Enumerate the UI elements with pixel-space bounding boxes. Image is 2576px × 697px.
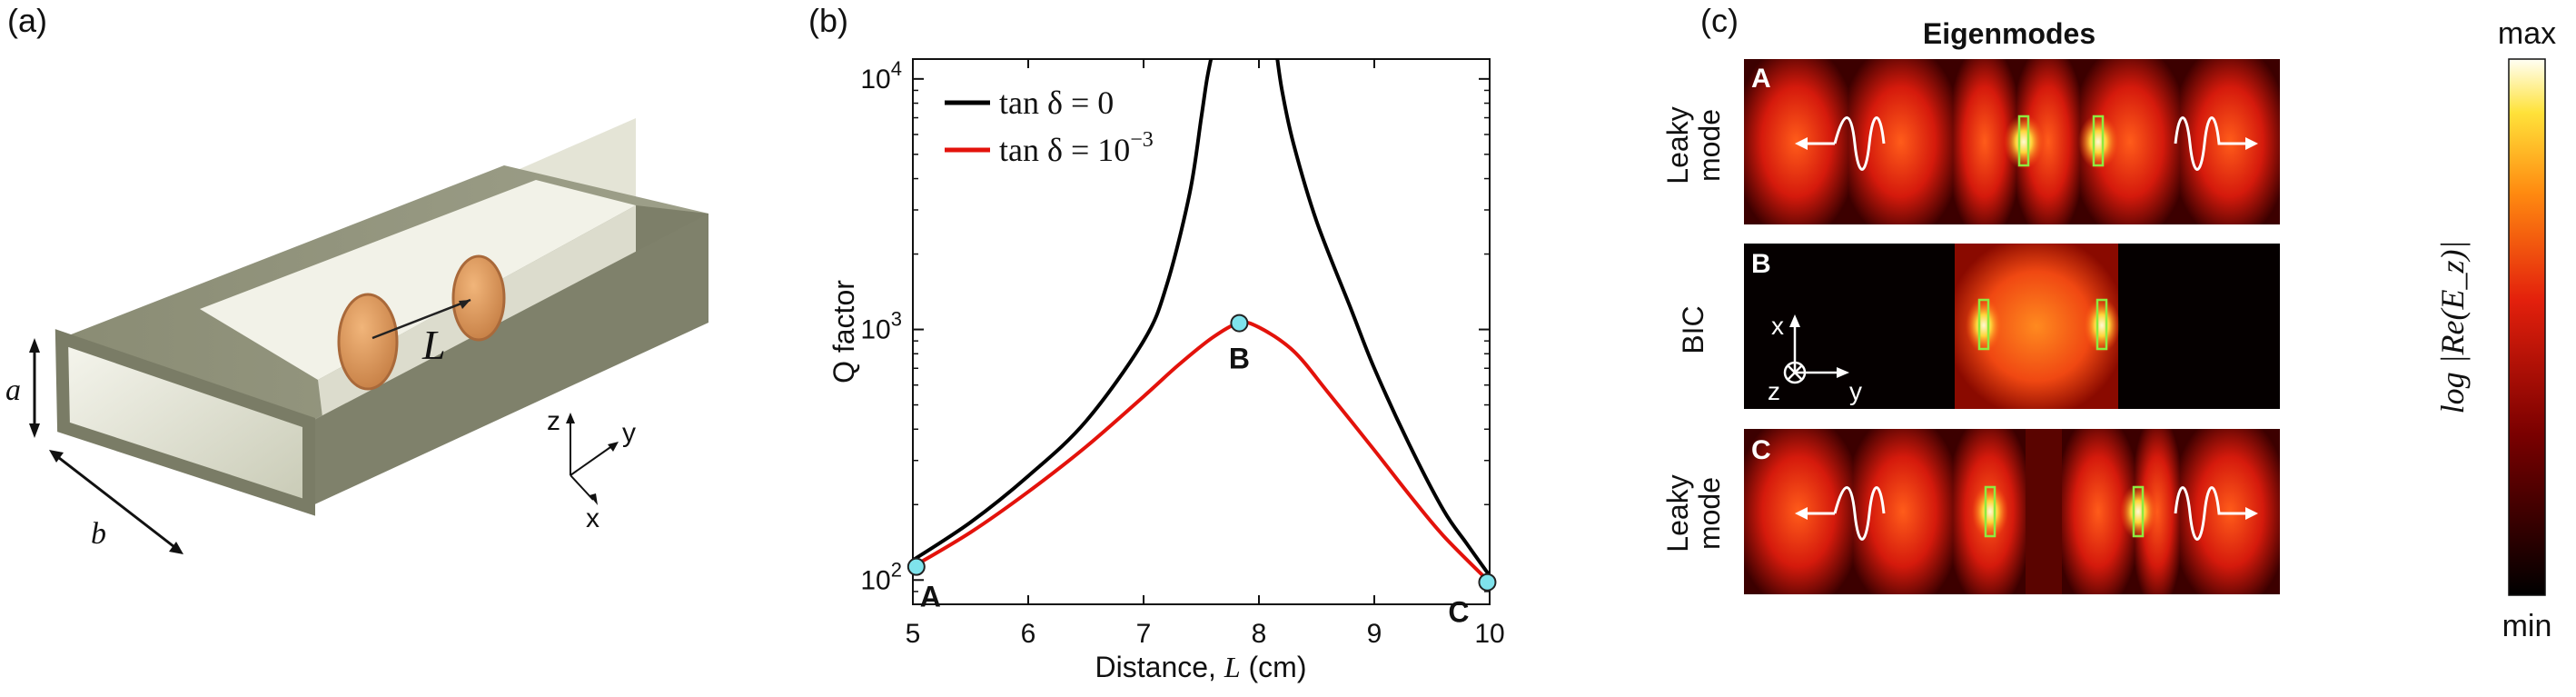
mode-a-wave-right: [2174, 116, 2253, 171]
mode-c-disk-left: [1984, 485, 1996, 538]
eigenmodes-title: Eigenmodes: [1923, 17, 2095, 50]
axis-y-label: y: [622, 418, 636, 448]
dim-b-label: b: [91, 517, 106, 551]
colorbar: [2508, 58, 2546, 596]
row-label-c-1: Leaky: [1661, 474, 1694, 552]
y-tick-label: 104: [860, 57, 902, 95]
marker-B: [1230, 314, 1249, 333]
series-line-0: [913, 59, 1214, 563]
dim-a-label: a: [5, 373, 21, 407]
marker-C: [1478, 573, 1497, 592]
row-label-b: BIC: [1677, 305, 1709, 353]
waveguide-illustration: L a b z y x: [5, 118, 708, 554]
colorbar-max: max: [2498, 16, 2556, 51]
mode-a-disk-right: [2092, 115, 2105, 167]
series-line-2: [913, 320, 1490, 584]
inset-axis-z: z: [1768, 377, 1780, 405]
length-label: L: [421, 322, 446, 368]
row-label-c-2: mode: [1693, 477, 1726, 550]
mode-c-wave-right: [2174, 486, 2253, 541]
panel-b-label: (b): [808, 2, 848, 39]
mode-c-label: C: [1751, 435, 1771, 465]
axis-x-label: x: [586, 503, 599, 533]
marker-label-C: C: [1448, 596, 1469, 629]
legend-label-red: tan δ = 10−3: [999, 128, 1154, 168]
series-line-1: [1275, 59, 1490, 577]
legend: tan δ = 0 tan δ = 10−3: [945, 85, 1154, 168]
row-label-a-2: mode: [1693, 109, 1726, 182]
mode-b-map: B x z y: [1744, 244, 2280, 409]
x-tick-label: 10: [1474, 619, 1504, 649]
x-axis-label: Distance, L (cm): [1095, 651, 1307, 683]
marker-A: [907, 557, 926, 576]
legend-label-black: tan δ = 0: [999, 85, 1114, 121]
colorbar-min: min: [2502, 609, 2552, 643]
colorbar-label: log |Re(E_z)|: [2434, 241, 2471, 414]
y-tick-label: 102: [860, 558, 902, 595]
mode-b-disk-left: [1977, 298, 1990, 351]
inset-axis-x: x: [1771, 312, 1784, 340]
mode-c-map: C: [1744, 429, 2280, 594]
eigenmodes-panel: Eigenmodes Leaky mode BIC Leaky mode A B: [1661, 16, 2556, 643]
mode-a-label: A: [1751, 64, 1771, 94]
y-axis-label: Q factor: [827, 280, 860, 383]
x-tick-label: 9: [1367, 619, 1382, 649]
disk-right: [451, 254, 506, 342]
waveguide-inner: [62, 338, 309, 507]
plot-frame: [912, 58, 1491, 605]
y-tick-label: 103: [860, 308, 902, 345]
mode-c-disk-right: [2132, 485, 2145, 538]
q-factor-chart: 5 6 7 8 9 10 102 103 104 A B C tan δ = 0 tan δ = 1…: [827, 57, 1505, 683]
marker-label-B: B: [1229, 343, 1250, 375]
axis-z-label: z: [547, 406, 560, 436]
panel-c-label: (c): [1700, 2, 1739, 39]
marker-label-A: A: [920, 581, 941, 613]
waveguide-window: [200, 180, 636, 380]
panel-a-label: (a): [7, 2, 47, 39]
disk-left: [337, 293, 399, 391]
mode-a-disk-left: [2017, 115, 2030, 167]
mode-a-map: A: [1744, 59, 2280, 224]
mode-b-label: B: [1751, 249, 1771, 279]
x-tick-label: 7: [1136, 619, 1152, 649]
x-tick-label: 5: [906, 619, 921, 649]
x-tick-label: 6: [1021, 619, 1036, 649]
x-tick-label: 8: [1252, 619, 1267, 649]
mode-b-disk-right: [2095, 298, 2108, 351]
inset-axis-y: y: [1849, 377, 1862, 405]
row-label-a-1: Leaky: [1661, 106, 1694, 184]
